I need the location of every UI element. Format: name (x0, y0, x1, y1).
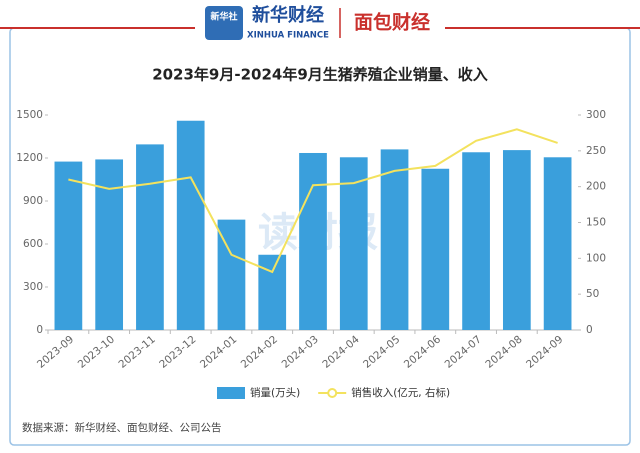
bar (258, 254, 287, 330)
legend-marker (327, 388, 338, 398)
bar (543, 157, 572, 330)
y-tick-label: 300 (23, 281, 43, 293)
y2-tick-label: 150 (586, 217, 606, 229)
y2-tick-label: 200 (586, 181, 606, 193)
legend-label: 销量(万头) (250, 386, 300, 399)
y-tick-label: 900 (23, 195, 43, 207)
line (68, 128, 558, 274)
legend-swatch (217, 387, 245, 399)
bar (421, 168, 450, 330)
bar (176, 120, 205, 330)
y-tick-label: 1500 (16, 109, 43, 121)
bar (502, 150, 531, 330)
y-tick-label: 1200 (16, 152, 43, 164)
bar (462, 152, 490, 330)
bar (136, 144, 164, 330)
bar (299, 152, 327, 330)
chart-title: 2023年9月-2024年9月生猪养殖企业销量、收入 (152, 66, 488, 84)
bar (339, 157, 368, 330)
bar (380, 149, 409, 330)
brand-en: XINHUA FINANCE (247, 31, 329, 41)
y2-tick-label: 100 (586, 252, 606, 264)
y2-tick-label: 0 (586, 324, 593, 336)
source-note: 数据来源：新华财经、面包财经、公司公告 (22, 421, 222, 434)
legend-label: 销售收入(亿元, 右标) (351, 386, 450, 399)
logo (205, 6, 243, 40)
y-tick-label: 600 (23, 238, 43, 250)
logo-text: 新华社 (210, 11, 237, 23)
y2-tick-label: 250 (586, 145, 606, 157)
brand: 新华财经 (252, 4, 324, 26)
y2-tick-label: 300 (586, 109, 606, 121)
y2-tick-label: 50 (586, 288, 599, 300)
partner: 面包财经 (354, 11, 430, 34)
y-tick-label: 0 (36, 324, 43, 336)
bar (54, 161, 83, 330)
bar (95, 159, 124, 330)
